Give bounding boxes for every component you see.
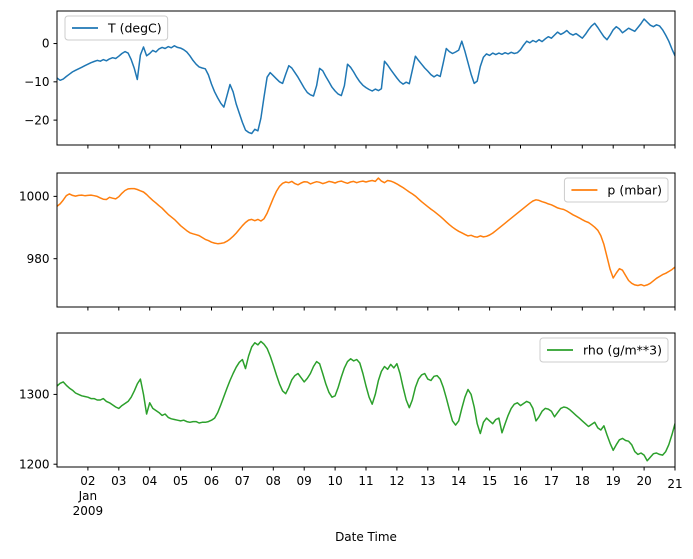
x-tick-label: 08 [266,474,281,488]
axes-border [56,332,676,468]
x-tick-sublabel-year: 2009 [73,504,104,518]
legend-label: p (mbar) [607,183,662,198]
x-tick-label: 11 [358,474,373,488]
x-tick-label: 02 [80,474,95,488]
y-tick-label: 0 [42,37,50,51]
series-line-density [57,340,675,462]
x-tick-label: 21 [667,477,682,491]
subplot-pressure: 1000 980 p (mbar) [19,172,676,311]
legend-label: T (degC) [107,21,162,36]
x-tick-label: 10 [327,474,342,488]
x-tick-label: 07 [235,474,250,488]
x-tick-sublabel-month: Jan [78,489,98,503]
x-tick-label: 04 [142,474,157,488]
legend-density: rho (g/m**3) [539,337,669,363]
x-tick-label: 09 [297,474,312,488]
axes-border [56,10,676,146]
x-tick-label: 18 [575,474,590,488]
x-tick-label: 15 [482,474,497,488]
axes-border [56,172,676,308]
y-tick-label: 1200 [19,457,50,471]
legend-frame [563,177,669,203]
x-tick-label: 13 [420,474,435,488]
x-tick-label: 16 [513,474,528,488]
y-tick-label: −10 [24,75,49,89]
x-tick-label: 14 [451,474,466,488]
y-tick-label: 980 [27,252,50,266]
subplot-temperature: 0 −10 −20 T (degC) [24,10,676,149]
legend-frame [539,337,669,363]
y-tick-label: 1000 [19,190,50,204]
legend-temperature: T (degC) [64,15,169,41]
legend-frame [64,15,169,41]
x-tick-label: 17 [544,474,559,488]
legend-pressure: p (mbar) [563,177,669,203]
y-tick-label: −20 [24,113,49,127]
series-line-pressure [57,177,675,287]
series-line-temperature [57,18,675,135]
legend-label: rho (g/m**3) [583,343,662,358]
x-axis-label: Date Time [335,530,397,544]
x-tick-label: 05 [173,474,188,488]
y-tick-label: 1300 [19,388,50,402]
x-tick-label: 03 [111,474,126,488]
x-tick-label: 12 [389,474,404,488]
x-tick-label: 06 [204,474,219,488]
x-tick-label: 20 [636,474,651,488]
x-tick-label: 19 [606,474,621,488]
